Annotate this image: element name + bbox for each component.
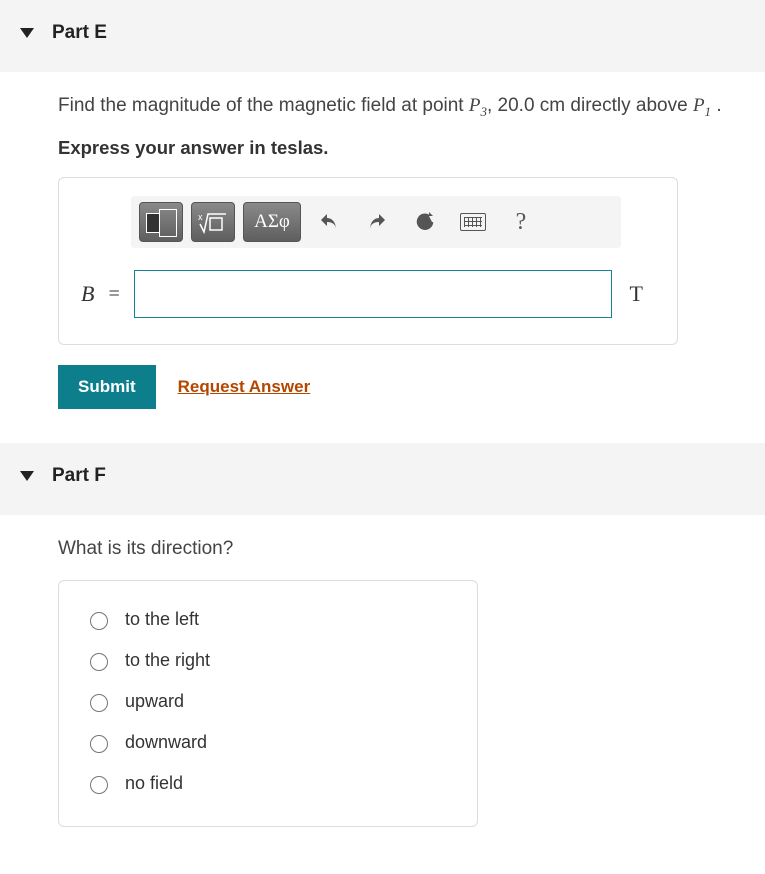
help-button[interactable]: ? <box>501 202 541 242</box>
request-answer-link[interactable]: Request Answer <box>178 377 311 397</box>
part-e-content: Find the magnitude of the magnetic field… <box>0 72 765 429</box>
part-f-header[interactable]: Part F <box>0 443 765 515</box>
option-label: downward <box>125 732 207 753</box>
unit-label: T <box>626 281 655 307</box>
part-e-question: Find the magnitude of the magnetic field… <box>58 92 745 121</box>
answer-box: x ΑΣφ ? B = <box>58 177 678 345</box>
option-right[interactable]: to the right <box>81 640 455 681</box>
part-f-question: What is its direction? <box>58 535 745 564</box>
sqrt-button[interactable]: x <box>191 202 235 242</box>
equation-toolbar: x ΑΣφ ? <box>131 196 621 248</box>
radio-downward[interactable] <box>90 735 108 753</box>
answer-input[interactable] <box>134 270 612 318</box>
part-f-title: Part F <box>52 465 106 487</box>
option-downward[interactable]: downward <box>81 722 455 763</box>
option-label: upward <box>125 691 184 712</box>
part-f-content: What is its direction? to the left to th… <box>0 515 765 847</box>
radio-nofield[interactable] <box>90 776 108 794</box>
redo-button[interactable] <box>357 202 397 242</box>
radio-group: to the left to the right upward downward… <box>58 580 478 827</box>
option-label: no field <box>125 773 183 794</box>
question-text: Find the magnitude of the magnetic field… <box>58 95 469 116</box>
option-nofield[interactable]: no field <box>81 763 455 804</box>
greek-button[interactable]: ΑΣφ <box>243 202 301 242</box>
chevron-down-icon <box>20 28 34 38</box>
equals-sign: = <box>108 283 119 306</box>
option-label: to the left <box>125 609 199 630</box>
part-e-title: Part E <box>52 22 107 44</box>
chevron-down-icon <box>20 471 34 481</box>
option-upward[interactable]: upward <box>81 681 455 722</box>
templates-button[interactable] <box>139 202 183 242</box>
radio-right[interactable] <box>90 653 108 671</box>
keyboard-icon <box>460 213 486 231</box>
option-left[interactable]: to the left <box>81 599 455 640</box>
part-e-instruction: Express your answer in teslas. <box>58 137 745 159</box>
submit-button[interactable]: Submit <box>58 365 156 409</box>
option-label: to the right <box>125 650 210 671</box>
radio-upward[interactable] <box>90 694 108 712</box>
keyboard-button[interactable] <box>453 202 493 242</box>
svg-text:x: x <box>198 212 203 222</box>
input-row: B = T <box>81 270 655 318</box>
part-e-header[interactable]: Part E <box>0 0 765 72</box>
undo-button[interactable] <box>309 202 349 242</box>
variable-label: B <box>81 281 94 307</box>
radio-left[interactable] <box>90 612 108 630</box>
reset-button[interactable] <box>405 202 445 242</box>
part-e-actions: Submit Request Answer <box>58 365 745 409</box>
